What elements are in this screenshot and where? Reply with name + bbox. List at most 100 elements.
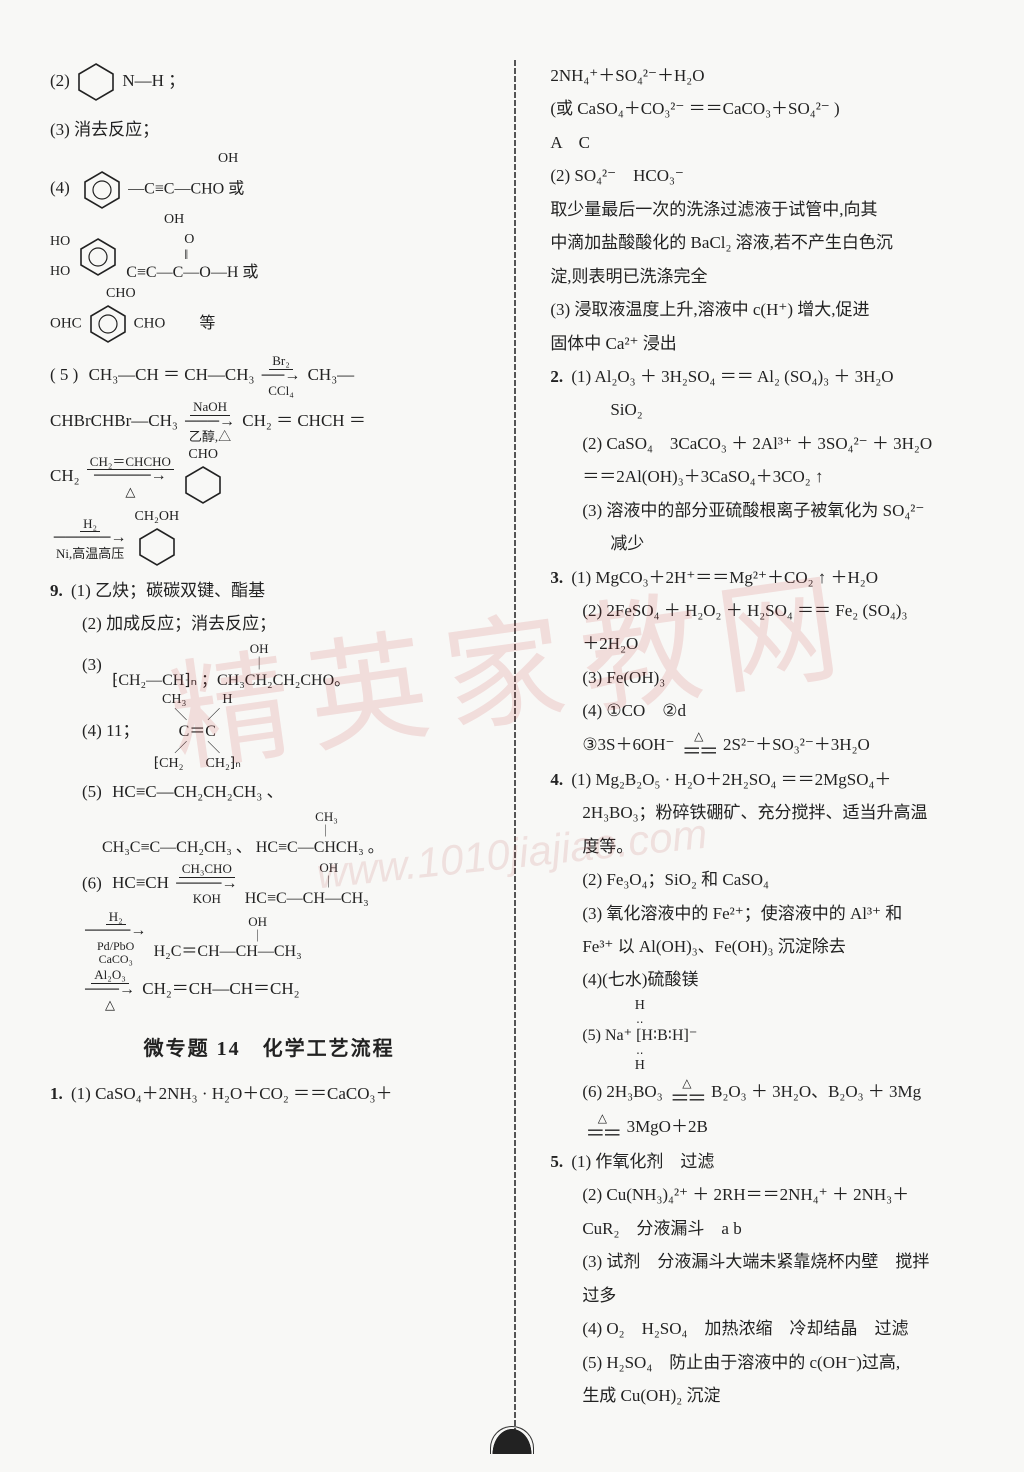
heat-arrow: △＝＝ (682, 730, 716, 762)
ho-label2: HO (50, 264, 70, 280)
ho-label: HO (50, 234, 70, 250)
q9-1: 9. (1) 乙炔；碳碳双键、酯基 (50, 575, 488, 606)
right-column: 2NH₄⁺＋SO₄²⁻＋H₂O (或 CaSO₄＋CO₃²⁻ ＝＝CaCO₃＋S… (532, 60, 980, 1442)
ch3-branch: CH₃ ｜ CH₃C≡C—CH₂CH₃ 、 HC≡C—CHCH₃ 。 (102, 810, 384, 857)
p4-6: (6) 2H₃BO₃ △＝＝ B₂O₃ ＋ 3H₂O、B₂O₃ ＋ 3Mg (550, 1076, 980, 1109)
reaction-arrow: H₂ ─────→ Ni,高温高压 (53, 517, 127, 561)
p3-3: (3) Fe(OH)₃ (550, 662, 980, 693)
q3-row: (3) 消去反应； (50, 114, 488, 145)
p4-4: (4)(七水)硫酸镁 (550, 964, 980, 995)
p3-4: (4) ①CO ②d (550, 695, 980, 726)
q4-top: (4) OH —C≡C—CHO 或 OH (50, 151, 488, 227)
benzene-ring-icon (86, 302, 130, 346)
p4-6c: △＝＝ 3MgO＋2B (550, 1111, 980, 1144)
q5-label: ( 5 ) (50, 365, 78, 384)
polymer-unit: OH ｜ ⁅CH₂—CH⁆ₙ ；CH₃CH₂CH₂CHO。 (112, 642, 350, 690)
q9-5b: CH₃ ｜ CH₃C≡C—CH₂CH₃ 、 HC≡C—CHCH₃ 。 (50, 810, 488, 857)
q2-tail: N—H ； (122, 71, 185, 90)
p4-num: 4. (550, 770, 563, 789)
q4-top-main: —C≡C—CHO 或 (128, 180, 244, 197)
p5-1: 5. (1) 作氧化剂 过滤 (550, 1146, 980, 1177)
q5-3a: CH₂ (50, 466, 80, 485)
p3-2b: ＋2H₂O (550, 628, 980, 659)
p5-3b: 过多 (550, 1280, 980, 1311)
r4: (2) SO₄²⁻ HCO₃⁻ (550, 160, 980, 191)
q5-line1: ( 5 ) CH₃—CH ＝ CH—CH₃ Br₂ ──→ CCl₄ CH₃— (50, 354, 488, 398)
p2-3: (3) 溶液中的部分亚硫酸根离子被氧化为 SO₄²⁻ (550, 495, 980, 526)
reaction-arrow: Br₂ ──→ CCl₄ (262, 354, 301, 398)
heat-arrow: △＝＝ (585, 1112, 619, 1144)
p3-5: ③3S＋6OH⁻ △＝＝ 2S²⁻＋SO₃²⁻＋3H₂O (550, 729, 980, 762)
p4-3b: Fe³⁺ 以 Al(OH)₃、Fe(OH)₃ 沉淀除去 (550, 931, 980, 962)
q4-struct1: OH —C≡C—CHO 或 OH (80, 151, 244, 227)
p5-5b: 生成 Cu(OH)₂ 沉淀 (550, 1380, 980, 1411)
oh-branch: OH ｜ HC≡C—CH—CH₃ (245, 861, 369, 908)
q5-line4: H₂ ─────→ Ni,高温高压 CH₂OH (50, 509, 488, 569)
p5-5: (5) H₂SO₄ 防止由于溶液中的 c(OH⁻)过高, (550, 1347, 980, 1378)
r3: A C (550, 127, 980, 158)
q4-label: (4) (50, 178, 70, 197)
q5-1a: CH₃—CH ＝ CH—CH₃ (89, 365, 255, 384)
r2: (或 CaSO₄＋CO₃²⁻ ＝＝CaCO₃＋SO₄²⁻ ) (550, 93, 980, 124)
p1: 1. (1) CaSO₄＋2NH₃ · H₂O＋CO₂ ＝＝CaCO₃＋ (50, 1078, 488, 1109)
p4-3: (3) 氧化溶液中的 Fe²⁺；使溶液中的 Al³⁺ 和 (550, 898, 980, 929)
bh4-struct: H ‥ (5) Na⁺ [H∶B∶H]⁻ ‥ H (582, 998, 697, 1074)
p5-3: (3) 试剂 分液漏斗大端未紧靠烧杯内壁 搅拌 (550, 1246, 980, 1277)
r1: 2NH₄⁺＋SO₄²⁻＋H₂O (550, 60, 980, 91)
oh-branch2: OH ｜ H₂C＝CH—CH—CH₃ (154, 915, 302, 962)
p2-num: 2. (550, 367, 563, 386)
p2-1: 2. (1) Al₂O₃ ＋ 3H₂SO₄ ＝＝ Al₂ (SO₄)₃ ＋ 3H… (550, 361, 980, 392)
q9-6-line3: Al₂O₃ ───→ △ CH₂＝CH—CH＝CH₂ (50, 968, 488, 1012)
p4-1b: 2H₃BO₃；粉碎铁硼矿、充分搅拌、适当升高温 (550, 797, 980, 828)
cyclohex-cho: CHO (181, 447, 225, 507)
p2-1b: SiO₂ (550, 394, 980, 425)
benzene-ring-icon (76, 235, 120, 279)
benzene-ring-icon (80, 168, 124, 212)
p5-2: (2) Cu(NH₃)₄²⁺ ＋ 2RH＝＝2NH₄⁺ ＋ 2NH₃＋ (550, 1179, 980, 1210)
q4-end: 等 (199, 315, 215, 332)
o-label: O (184, 232, 194, 248)
q9-4: (4) 11； CH₃H ＼／ C＝C ／＼ ⁅CH₂CH₂⁆ₙ (50, 692, 488, 772)
cho-tail: CHO (134, 316, 166, 332)
reaction-arrow: CH₃CHO ────→ KOH (176, 862, 237, 906)
p3-num: 3. (550, 568, 563, 587)
q5-line3: CH₂ CH₂＝CHCHO ─────→ △ CHO (50, 447, 488, 507)
column-divider (514, 60, 516, 1442)
q9-3: (3) OH ｜ ⁅CH₂—CH⁆ₙ ；CH₃CH₂CH₂CHO。 (50, 642, 488, 690)
q4-bot: CHO OHC CHO 等 (50, 286, 488, 346)
q4-mid-main: C≡C—C—O—H 或 (126, 264, 258, 282)
p3-2: (2) 2FeSO₄ ＋ H₂O₂ ＋ H₂SO₄ ＝＝ Fe₂ (SO₄)₃ (550, 595, 980, 626)
p4-1: 4. (1) Mg₂B₂O₅ · H₂O＋2H₂SO₄ ＝＝2MgSO₄＋ (550, 764, 980, 795)
reaction-arrow: NaOH ───→ 乙醇,△ (185, 400, 235, 444)
reaction-arrow: Al₂O₃ ───→ △ (85, 968, 135, 1012)
r9: 固体中 Ca²⁺ 浸出 (550, 328, 980, 359)
cho-label: CHO (106, 286, 136, 302)
cc-double-struct: CH₃H ＼／ C＝C ／＼ ⁅CH₂CH₂⁆ₙ (154, 692, 241, 772)
reaction-arrow: H₂ ────→ Pd/PbO CaCO₃ (85, 910, 146, 966)
r8: (3) 浸取液温度上升,溶液中 c(H⁺) 增大,促进 (550, 294, 980, 325)
left-column: (2) N—H ； (3) 消去反应； (4) OH —C≡C—CHO 或 OH (50, 60, 498, 1442)
q4-struct3: CHO OHC CHO 等 (50, 286, 215, 346)
p2-3b: 减少 (550, 528, 980, 559)
p5-num: 5. (550, 1152, 563, 1171)
p1-num: 1. (50, 1084, 63, 1103)
r6: 中滴加盐酸酸化的 BaCl₂ 溶液,若不产生白色沉 (550, 227, 980, 258)
piperidine-ring-icon (74, 60, 118, 104)
oh-sub2: OH (164, 212, 184, 228)
p5-4: (4) O₂ H₂SO₄ 加热浓缩 冷却结晶 过滤 (550, 1313, 980, 1344)
q2-label: (2) (50, 71, 70, 90)
q4-mid: HOHO O ‖ C≡C—C—O—H 或 (50, 232, 488, 283)
q5-line2: CHBrCHBr—CH₃ NaOH ───→ 乙醇,△ CH₂ ＝ CHCH ＝ (50, 400, 488, 444)
oh-sub: OH (218, 151, 238, 167)
section-title: 微专题 14 化学工艺流程 (50, 1031, 488, 1068)
r7: 淀,则表明已洗涤完全 (550, 261, 980, 292)
q9-6-line1: (6) HC≡CH CH₃CHO ────→ KOH OH ｜ HC≡C—CH—… (50, 861, 488, 908)
q9-2: (2) 加成反应；消去反应； (50, 608, 488, 639)
heat-arrow: △＝＝ (670, 1077, 704, 1109)
q5-2b: CH₂ ＝ CHCH ＝ (242, 411, 366, 430)
r5: 取少量最后一次的洗涤过滤液于试管中,向其 (550, 194, 980, 225)
q5-1b: CH₃— (308, 365, 355, 384)
q5-2a: CHBrCHBr—CH₃ (50, 411, 178, 430)
p2-2b: ＝＝2Al(OH)₃＋3CaSO₄＋3CO₂ ↑ (550, 461, 980, 492)
p5-2b: CuR₂ 分液漏斗 a b (550, 1213, 980, 1244)
